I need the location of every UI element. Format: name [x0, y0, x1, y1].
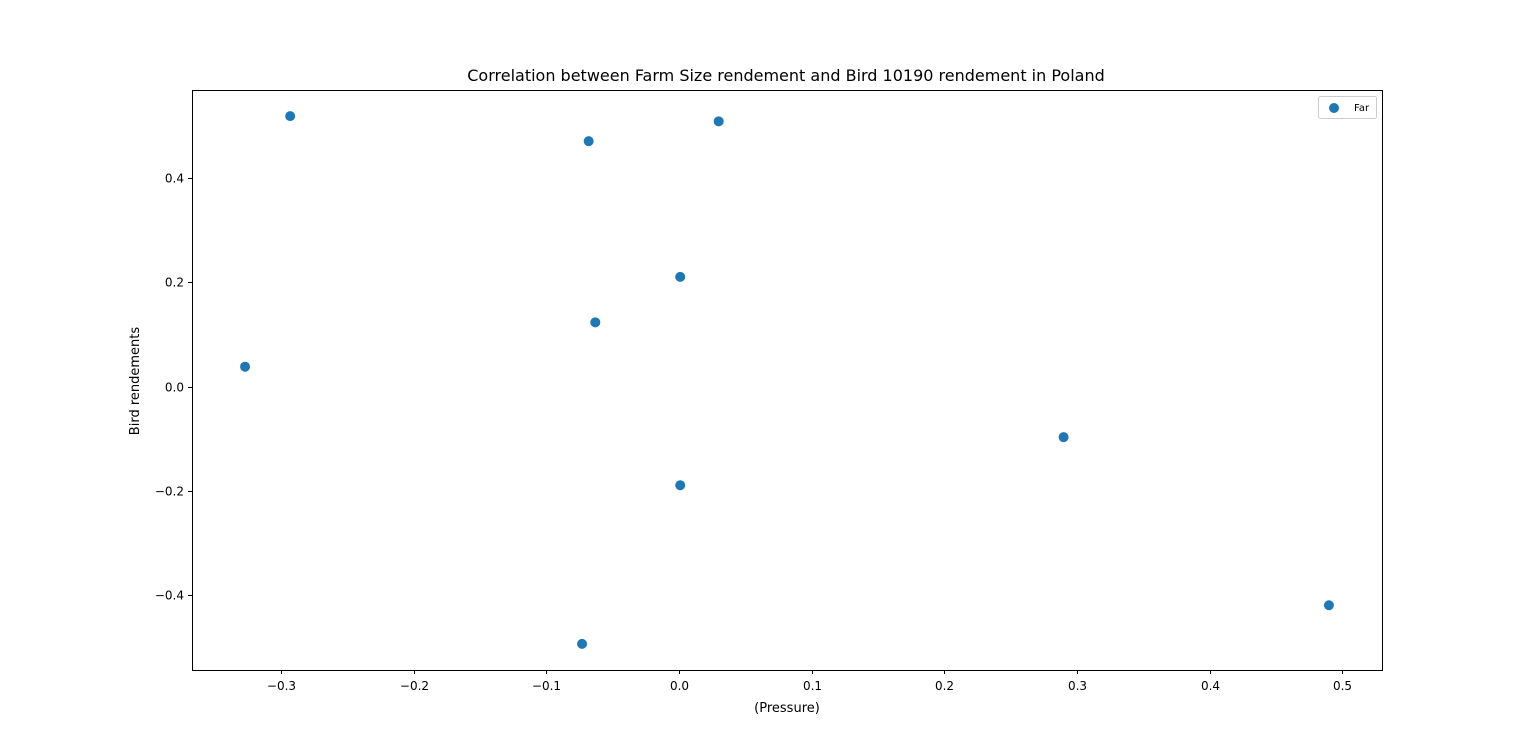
legend-box [1318, 96, 1377, 119]
x-tick-label: 0.0 [670, 679, 689, 693]
x-tick-label: 0.3 [1068, 679, 1087, 693]
data-point [1323, 600, 1334, 611]
data-point [713, 116, 724, 127]
y-axis-label: Bird rendements [128, 327, 143, 436]
x-axis: −0.3 −0.2 −0.1 0.0 0.1 0.2 0.3 0.4 0.5 [267, 670, 1352, 693]
x-axis-label: (Pressure) [754, 701, 820, 716]
x-tick-label: 0.4 [1201, 679, 1220, 693]
legend-label: Far [1354, 103, 1370, 114]
y-tick-label: 0.2 [165, 276, 184, 290]
x-tick-label: −0.2 [400, 679, 429, 693]
data-point [675, 480, 686, 491]
y-axis: −0.4 −0.2 0.0 0.2 0.4 [155, 172, 192, 603]
x-tick-label: −0.1 [532, 679, 561, 693]
chart-title: Correlation between Farm Size rendement … [467, 66, 1105, 85]
x-tick-label: 0.1 [803, 679, 822, 693]
y-tick-label: 0.0 [165, 381, 184, 395]
data-point [285, 111, 296, 122]
legend-marker [1329, 103, 1339, 113]
data-point [675, 271, 686, 282]
y-tick-label: −0.4 [155, 589, 184, 603]
data-point [583, 136, 594, 147]
data-point [590, 317, 601, 328]
x-tick-label: −0.3 [267, 679, 296, 693]
x-tick-label: 0.2 [935, 679, 954, 693]
axes-frame [192, 90, 1383, 671]
plot-area [240, 111, 1334, 649]
data-point [577, 638, 588, 649]
y-tick-label: −0.2 [155, 485, 184, 499]
data-point [1058, 432, 1069, 443]
y-tick-label: 0.4 [165, 172, 184, 186]
data-point [240, 361, 251, 372]
x-tick-label: 0.5 [1333, 679, 1352, 693]
legend: Far [1318, 96, 1377, 119]
